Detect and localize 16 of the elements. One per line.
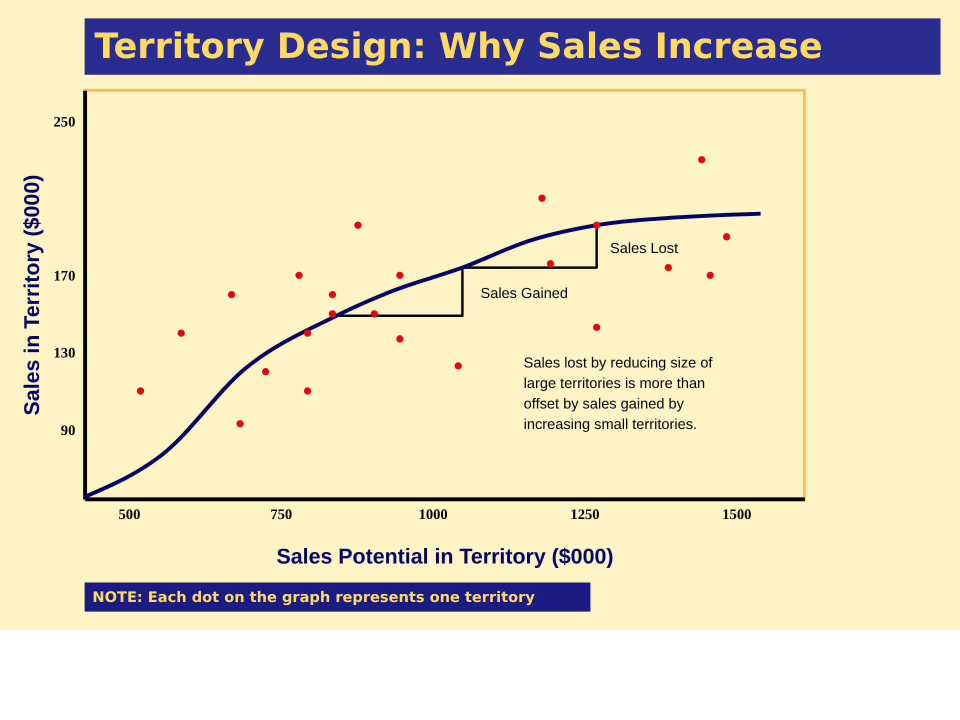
y-axis-title: Sales in Territory ($000) [20, 174, 44, 416]
y-tick-label: 90 [60, 422, 76, 439]
annotation: Sales lost by reducing size of large territories is more than offset by sales gained by increasing small territories. [524, 356, 714, 433]
y-tick-label: 130 [54, 346, 76, 362]
x-tick-label: 1500 [722, 506, 752, 523]
x-tick-label: 750 [270, 506, 292, 523]
text: NOTE: Each dot on the graph represents one territory [92, 588, 536, 606]
x-axis-title: Sales Potential in Territory ($000) [276, 544, 614, 569]
x-tick-label: 1000 [418, 506, 448, 523]
annotation: Sales Gained [480, 286, 568, 302]
x-tick-label: 500 [118, 506, 140, 523]
x-tick-label: 1250 [570, 506, 600, 523]
y-tick-label: 170 [54, 268, 76, 285]
y-tick-label: 250 [54, 114, 76, 130]
chart-title: Territory Design: Why Sales Increase [94, 27, 823, 68]
annotation: Sales Lost [610, 241, 678, 258]
